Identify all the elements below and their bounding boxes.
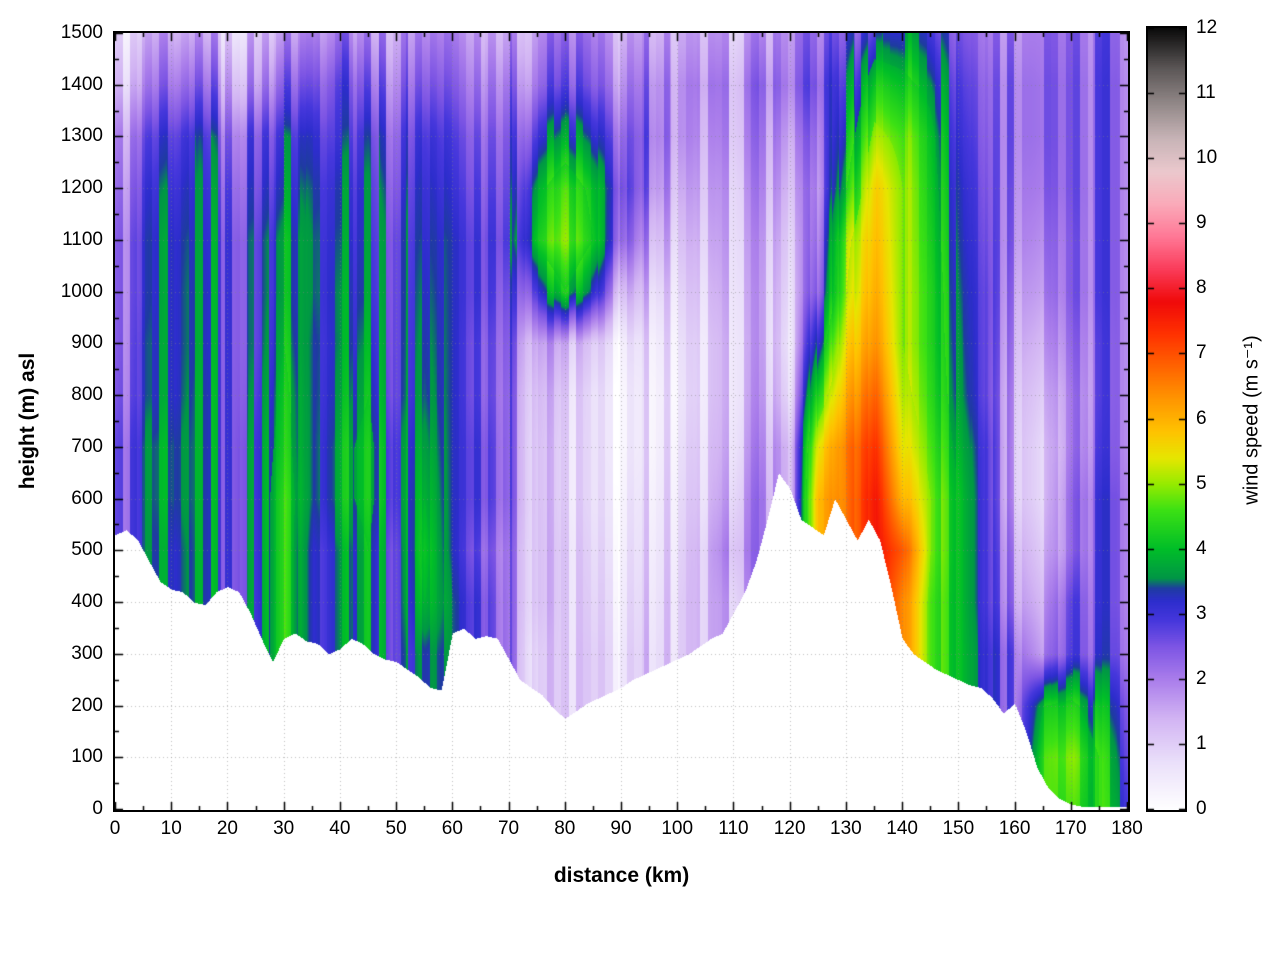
x-tick-label: 110 xyxy=(718,818,749,839)
x-tick-label: 180 xyxy=(1111,818,1143,839)
x-tick-label: 100 xyxy=(661,818,694,839)
y-tick-label: 1300 xyxy=(60,125,103,147)
y-tick-label: 1100 xyxy=(62,228,103,250)
plot-frame xyxy=(113,31,1130,812)
x-tick-label: 40 xyxy=(329,818,351,839)
colorbar-tick-label: 9 xyxy=(1196,212,1207,234)
y-tick-label: 700 xyxy=(71,435,103,457)
x-tick-label: 20 xyxy=(216,818,239,839)
colorbar-tick-label: 0 xyxy=(1196,798,1207,819)
x-axis-title: distance (km) xyxy=(553,864,690,887)
y-tick-label: 200 xyxy=(71,694,103,716)
x-tick-label: 120 xyxy=(773,818,806,839)
x-tick-label: 140 xyxy=(886,818,918,839)
colorbar-tick-label: 2 xyxy=(1196,667,1207,689)
colorbar-tick-label: 7 xyxy=(1196,342,1207,364)
x-tick-label: 160 xyxy=(998,818,1031,839)
colorbar-tick-label: 12 xyxy=(1196,17,1218,38)
x-tick-label: 150 xyxy=(942,818,975,839)
colorbar-tick-label: 3 xyxy=(1196,602,1207,624)
y-tick-label: 1200 xyxy=(60,177,103,199)
x-tick-label: 130 xyxy=(830,818,862,839)
y-axis-title: height (m) asl xyxy=(16,352,39,490)
colorbar-title: wind speed (m s⁻¹) xyxy=(1240,335,1263,505)
y-tick-label: 500 xyxy=(71,539,103,561)
y-tick-label: 600 xyxy=(71,487,103,509)
colorbar-tick-label: 8 xyxy=(1196,277,1207,299)
x-tick-label: 70 xyxy=(497,818,520,839)
colorbar-canvas xyxy=(1148,28,1185,810)
y-tick-label: 300 xyxy=(71,642,103,664)
y-tick-label: 100 xyxy=(71,746,103,768)
colorbar-tick-label: 1 xyxy=(1196,732,1207,754)
y-tick-label: 0 xyxy=(92,798,103,819)
y-tick-label: 800 xyxy=(71,384,103,406)
colorbar-tick-label: 11 xyxy=(1196,82,1216,104)
y-tick-label: 400 xyxy=(71,591,103,613)
y-tick-label: 1400 xyxy=(60,73,103,95)
x-tick-label: 90 xyxy=(610,818,632,839)
colorbar-tick-label: 6 xyxy=(1196,407,1207,429)
colorbar-tick-label: 5 xyxy=(1196,472,1207,494)
x-tick-label: 170 xyxy=(1054,818,1087,839)
colorbar-tick-label: 10 xyxy=(1196,147,1218,169)
y-tick-label: 900 xyxy=(71,332,103,354)
x-tick-label: 30 xyxy=(273,818,295,839)
x-tick-label: 80 xyxy=(554,818,576,839)
x-tick-label: 10 xyxy=(160,818,182,839)
y-tick-label: 1500 xyxy=(60,22,103,43)
colorbar-tick-label: 4 xyxy=(1196,537,1207,559)
y-tick-label: 1000 xyxy=(60,280,103,302)
heatmap-canvas xyxy=(115,33,1128,810)
x-tick-label: 60 xyxy=(441,818,463,839)
x-tick-label: 50 xyxy=(385,818,407,839)
x-tick-label: 0 xyxy=(109,818,121,839)
colorbar-frame xyxy=(1146,26,1187,812)
